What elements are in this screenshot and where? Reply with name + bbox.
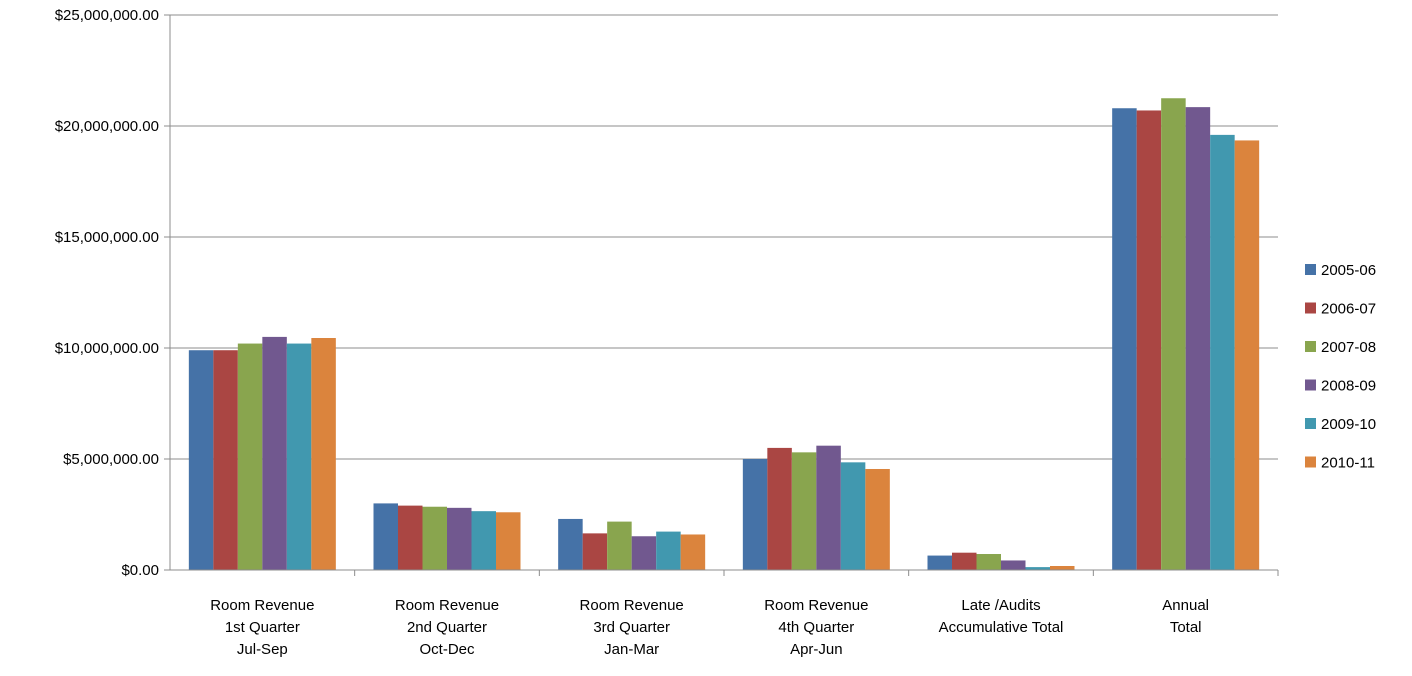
- axes: [164, 14, 1279, 576]
- legend-swatch-2008-09: [1305, 379, 1316, 391]
- bar-2006-07: [1136, 110, 1162, 571]
- bar-2008-09: [631, 536, 657, 570]
- bar-2007-08: [1161, 98, 1186, 570]
- bar-2007-08: [237, 343, 263, 570]
- bar-2010-11: [311, 338, 336, 570]
- bar-2009-10: [1025, 567, 1050, 570]
- x-category-labels: Room Revenue 1st Quarter Jul-Sep Room Reven…: [210, 597, 1209, 658]
- bar-2008-09: [1001, 560, 1026, 570]
- bar-2005-06: [373, 503, 398, 570]
- legend-label-2010-11: 2010-11: [1321, 455, 1375, 472]
- x-category-label: Room Revenue 3rd Quarter Jan-Mar: [580, 597, 684, 658]
- bar-2009-10: [1210, 134, 1235, 570]
- bar-2010-11: [1234, 140, 1260, 570]
- legend: 2005-06 2006-07 2007-08 2008-09 2009-10 2010-…: [1305, 262, 1376, 472]
- bar-2005-06: [927, 555, 952, 570]
- x-category-label: Annual Total: [1162, 597, 1209, 636]
- bar-2007-08: [791, 452, 817, 570]
- bar-2005-06: [188, 350, 214, 570]
- bar-2008-09: [816, 445, 841, 570]
- bar-2005-06: [1112, 108, 1137, 571]
- bar-2008-09: [1185, 107, 1211, 570]
- x-category-label: Room Revenue 2nd Quarter Oct-Dec: [395, 597, 499, 658]
- bar-2006-07: [398, 505, 423, 570]
- bar-2007-08: [976, 554, 1001, 570]
- legend-swatch-2005-06: [1305, 264, 1316, 275]
- bar-2005-06: [742, 459, 768, 570]
- y-tick-labels: $0.00 $5,000,000.00 $10,000,000.00 $15,000,…: [55, 7, 159, 579]
- legend-label-2005-06: 2005-06: [1321, 262, 1376, 279]
- y-tick-label: $5,000,000.00: [63, 451, 159, 468]
- bar-2009-10: [471, 511, 496, 570]
- legend-label-2006-07: 2006-07: [1321, 301, 1376, 318]
- bar-2006-07: [213, 350, 238, 570]
- bar-2005-06: [558, 518, 583, 570]
- bar-2010-11: [680, 534, 706, 570]
- y-tick-label: $10,000,000.00: [55, 340, 159, 357]
- legend-label-2008-09: 2008-09: [1321, 378, 1376, 395]
- legend-swatch-2006-07: [1305, 302, 1316, 314]
- x-category-label: Room Revenue 1st Quarter Jul-Sep: [210, 597, 314, 658]
- y-tick-label: $0.00: [121, 562, 159, 579]
- bar-2007-08: [422, 506, 447, 570]
- bar-2006-07: [582, 533, 608, 570]
- bar-2006-07: [767, 447, 792, 570]
- bars: [188, 98, 1260, 571]
- y-tick-label: $25,000,000.00: [55, 7, 159, 24]
- x-category-label: Late /Audits Accumulative Total: [939, 597, 1064, 636]
- bar-2008-09: [447, 507, 472, 570]
- legend-swatch-2010-11: [1305, 456, 1316, 468]
- gridlines: [170, 14, 1278, 460]
- x-category-label: Room Revenue 4th Quarter Apr-Jun: [764, 597, 868, 658]
- bar-2006-07: [952, 552, 977, 570]
- bar-2009-10: [656, 531, 681, 570]
- legend-swatch-2009-10: [1305, 418, 1316, 429]
- bar-2009-10: [840, 462, 866, 570]
- legend-label-2007-08: 2007-08: [1321, 339, 1376, 356]
- bar-2010-11: [865, 468, 890, 570]
- legend-label-2009-10: 2009-10: [1321, 416, 1376, 433]
- legend-swatch-2007-08: [1305, 341, 1316, 352]
- bar-2008-09: [262, 336, 287, 570]
- y-tick-label: $15,000,000.00: [55, 229, 159, 246]
- bar-2010-11: [496, 512, 521, 570]
- bar-2010-11: [1050, 566, 1075, 570]
- bar-2009-10: [286, 343, 312, 570]
- bar-2007-08: [607, 521, 632, 570]
- y-tick-label: $20,000,000.00: [55, 118, 159, 135]
